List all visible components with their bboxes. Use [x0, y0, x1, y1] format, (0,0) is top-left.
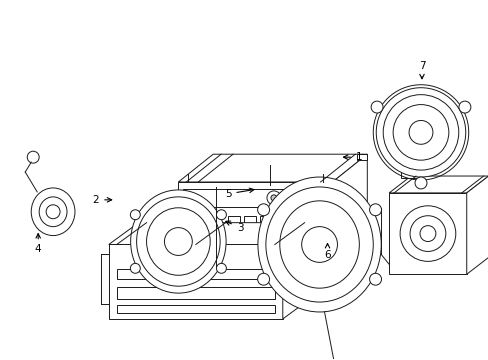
Circle shape — [298, 195, 304, 201]
Bar — [117, 287, 274, 299]
Bar — [183, 189, 327, 207]
Bar — [400, 160, 420, 178]
Bar — [244, 216, 255, 224]
Ellipse shape — [39, 197, 67, 227]
Bar — [402, 152, 418, 162]
Bar — [117, 305, 274, 313]
Circle shape — [294, 191, 308, 205]
Circle shape — [375, 88, 465, 177]
Bar — [388, 193, 466, 274]
Bar — [260, 216, 271, 224]
Circle shape — [408, 121, 432, 144]
Text: 2: 2 — [92, 195, 111, 205]
Circle shape — [216, 210, 226, 220]
Ellipse shape — [257, 177, 381, 312]
Text: 4: 4 — [35, 234, 41, 255]
Circle shape — [270, 195, 276, 201]
Circle shape — [409, 216, 445, 251]
Bar — [108, 244, 282, 319]
Circle shape — [27, 151, 39, 163]
Polygon shape — [282, 223, 312, 319]
Circle shape — [370, 101, 382, 113]
Circle shape — [130, 264, 140, 273]
Polygon shape — [178, 154, 366, 182]
Ellipse shape — [279, 201, 359, 288]
Circle shape — [458, 101, 470, 113]
Circle shape — [257, 273, 269, 285]
Circle shape — [266, 191, 280, 205]
Circle shape — [130, 210, 140, 220]
Bar — [117, 269, 274, 279]
Circle shape — [383, 95, 458, 170]
Polygon shape — [332, 154, 366, 271]
Bar — [357, 154, 366, 160]
Bar — [291, 216, 303, 224]
Text: 5: 5 — [224, 188, 253, 199]
Ellipse shape — [31, 188, 75, 235]
Circle shape — [369, 273, 381, 285]
Circle shape — [399, 206, 455, 261]
Text: 7: 7 — [418, 61, 425, 79]
Circle shape — [419, 226, 435, 242]
Bar — [227, 216, 240, 224]
Circle shape — [216, 264, 226, 273]
Ellipse shape — [164, 228, 192, 255]
Bar — [275, 216, 287, 224]
Ellipse shape — [265, 187, 372, 302]
Circle shape — [187, 221, 201, 235]
Polygon shape — [388, 176, 488, 193]
Text: 6: 6 — [324, 244, 330, 260]
Circle shape — [414, 177, 426, 189]
Polygon shape — [466, 176, 488, 274]
Text: 3: 3 — [225, 221, 243, 233]
Ellipse shape — [146, 208, 210, 275]
Polygon shape — [108, 223, 312, 244]
Circle shape — [369, 204, 381, 216]
Ellipse shape — [301, 227, 337, 262]
Bar — [178, 182, 332, 271]
Circle shape — [392, 105, 448, 160]
Ellipse shape — [130, 190, 225, 293]
Bar — [307, 216, 319, 224]
Ellipse shape — [136, 197, 220, 286]
Circle shape — [187, 244, 201, 258]
Bar — [227, 249, 322, 261]
Circle shape — [257, 204, 269, 216]
Text: 1: 1 — [343, 152, 362, 162]
Bar — [227, 230, 322, 243]
Ellipse shape — [46, 205, 60, 219]
